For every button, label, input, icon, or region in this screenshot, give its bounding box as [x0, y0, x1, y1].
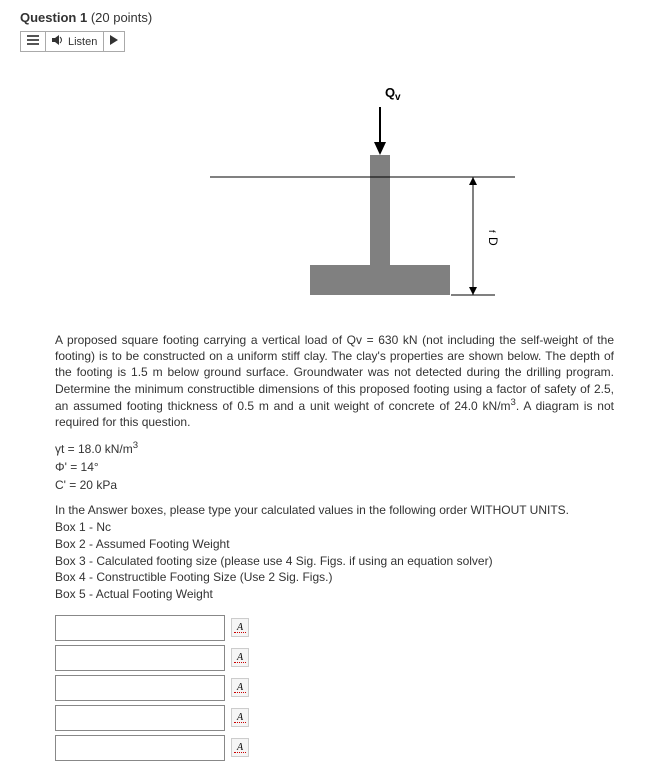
question-title: Question 1 [20, 10, 87, 25]
spellcheck-button-5[interactable]: A [231, 738, 249, 757]
answer-input-4[interactable] [55, 705, 225, 731]
spellcheck-button-2[interactable]: A [231, 648, 249, 667]
answer-instructions: In the Answer boxes, please type your ca… [55, 502, 614, 603]
answer-input-2[interactable] [55, 645, 225, 671]
answer-input-1[interactable] [55, 615, 225, 641]
svg-text:D: D [486, 237, 500, 246]
listen-play-button[interactable] [104, 32, 124, 51]
svg-text:Q: Q [385, 85, 395, 100]
listen-menu-button[interactable] [21, 32, 46, 51]
svg-text:f: f [487, 230, 497, 233]
answer-input-5[interactable] [55, 735, 225, 761]
answer-boxes: A A A A A [55, 615, 614, 761]
listen-toolbar: Listen [20, 31, 125, 52]
param-phi: Φ' = 14° [55, 460, 614, 474]
menu-icon [27, 35, 39, 48]
parameters: γt = 18.0 kN/m3 Φ' = 14° C' = 20 kPa [55, 440, 614, 492]
footing-diagram: Q v D f [55, 82, 614, 312]
speaker-icon [52, 35, 64, 48]
question-body: A proposed square footing carrying a ver… [55, 332, 614, 430]
play-icon [110, 35, 118, 48]
svg-text:v: v [395, 92, 401, 103]
spellcheck-button-3[interactable]: A [231, 678, 249, 697]
param-c: C' = 20 kPa [55, 478, 614, 492]
listen-label: Listen [68, 36, 97, 48]
listen-button[interactable]: Listen [46, 32, 104, 51]
param-gamma: γt = 18.0 kN/m3 [55, 440, 614, 456]
spellcheck-button-4[interactable]: A [231, 708, 249, 727]
question-points: (20 points) [91, 10, 152, 25]
answer-input-3[interactable] [55, 675, 225, 701]
spellcheck-button-1[interactable]: A [231, 618, 249, 637]
